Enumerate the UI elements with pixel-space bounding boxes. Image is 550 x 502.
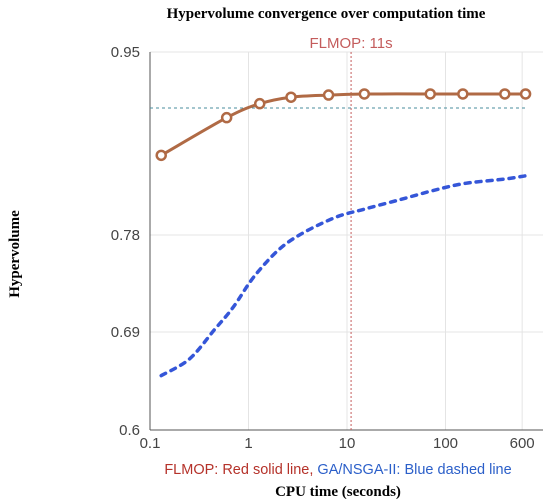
y-tick-label: 0.78 (111, 227, 140, 244)
data-series (155, 88, 532, 378)
x-tick-label: 1 (244, 435, 252, 452)
flmop-data-point (285, 91, 297, 103)
y-tick-label: 0.6 (119, 422, 140, 439)
flmop-data-point (519, 88, 532, 100)
y-tick-label: 0.95 (111, 44, 140, 61)
x-axis-title: CPU time (seconds) (275, 484, 401, 500)
flmop-data-point (424, 88, 436, 100)
flmop-data-point (322, 89, 335, 101)
flmop-data-point (220, 111, 233, 124)
grid-lines (150, 51, 543, 430)
flmop-data-point (253, 97, 266, 110)
y-tick-label: 0.69 (111, 324, 140, 341)
axes (149, 52, 543, 431)
legend-flmop: FLMOP: Red solid line, (164, 462, 313, 478)
flmop-data-point (499, 88, 511, 100)
chart-title: Hypervolume convergence over computation… (167, 6, 486, 22)
flmop-data-point (457, 88, 469, 100)
x-tick-label: 100 (433, 435, 458, 452)
flmop-time-annotation: FLMOP: 11s (310, 35, 393, 52)
y-axis-title: Hypervolume (7, 210, 23, 298)
x-tick-label: 10 (339, 435, 356, 452)
flmop-data-point (358, 88, 371, 100)
reference-lines: FLMOP: 11s (150, 35, 528, 430)
legend-ga-nsga: GA/NSGA-II: Blue dashed line (313, 462, 511, 478)
flmop-series-line (159, 92, 528, 157)
tick-labels: 0.1 1 10 100 600 0.6 0.69 0.78 0.95 (111, 44, 535, 452)
ga-nsga-ii-series-line (159, 174, 528, 378)
legend: FLMOP: Red solid line, GA/NSGA-II: Blue … (164, 462, 511, 478)
x-tick-label: 600 (510, 435, 535, 452)
x-tick-label: 0.1 (140, 435, 161, 452)
flmop-data-point (155, 149, 167, 162)
